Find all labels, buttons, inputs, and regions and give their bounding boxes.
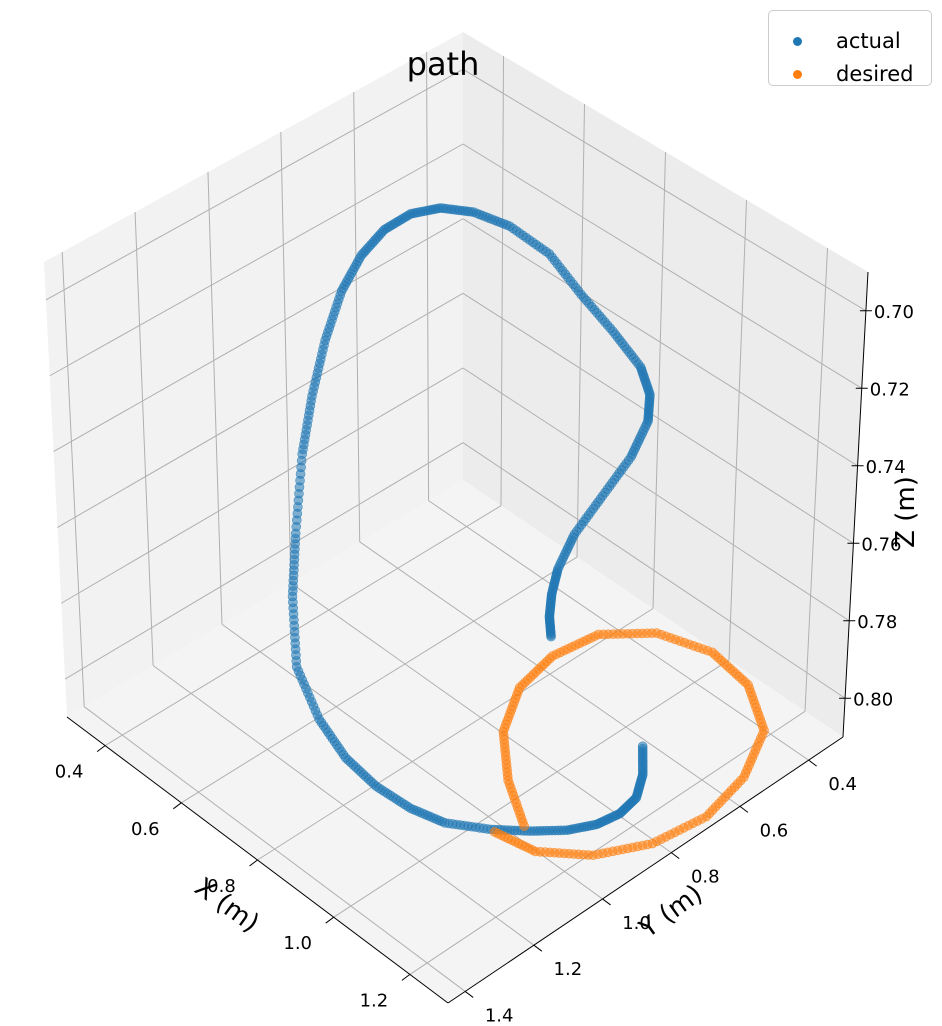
grid-line	[207, 171, 223, 625]
grid-line	[804, 247, 828, 712]
x-tick-mark	[325, 916, 335, 924]
y-tick-label: 0.6	[760, 820, 789, 841]
y-tick-label: 1.2	[554, 959, 583, 980]
grid-line	[333, 659, 730, 918]
z-tick-label: 0.72	[870, 379, 910, 400]
grid-line	[53, 218, 464, 453]
grid-line	[104, 505, 502, 747]
grid-line	[426, 51, 430, 501]
x-tick-mark	[96, 745, 106, 752]
grid-line	[462, 218, 858, 467]
data-series	[287, 203, 769, 861]
x-tick-label: 0.6	[131, 819, 160, 840]
x-tick-label: 1.2	[360, 990, 389, 1011]
y-tick-mark	[602, 898, 611, 906]
grid-line	[462, 367, 850, 622]
grid-line	[462, 442, 846, 699]
tick-labels: 0.4 0.6 0.8 1.0 1.2 0.4 0.6 0.8 1.0 1.2 1.4 0.70 0.7…	[55, 302, 914, 1026]
z-tick-label: 0.76	[861, 534, 901, 555]
series-desired	[489, 628, 769, 861]
grid-line	[409, 710, 806, 975]
y-tick-mark	[739, 805, 749, 813]
grid-line	[462, 292, 854, 544]
legend-marker-actual	[793, 36, 802, 46]
x-tick-label: 1.0	[283, 933, 312, 954]
z-tick-label: 0.70	[874, 302, 914, 323]
grid-line	[290, 582, 672, 854]
grid-line	[45, 68, 464, 301]
legend-item-desired: desired	[769, 59, 913, 89]
y-tick-mark	[464, 991, 474, 998]
y-tick-mark	[670, 852, 680, 860]
legend-label-desired: desired	[836, 62, 914, 86]
y-tick-mark	[808, 759, 817, 767]
grid-line	[652, 151, 666, 609]
grid-line	[257, 608, 654, 861]
z-axis-label: Z (m)	[891, 476, 921, 548]
grid-line	[181, 556, 578, 804]
x-tick-mark	[173, 802, 182, 810]
grid-line	[57, 292, 464, 528]
grid-line	[353, 91, 361, 542]
axes-panes	[44, 32, 868, 1003]
y-tick-label: 1.0	[622, 913, 651, 934]
legend: actual desired	[768, 10, 932, 86]
grid-line	[61, 251, 85, 707]
grid-line	[359, 541, 741, 807]
y-tick-mark	[533, 944, 543, 952]
z-tick-label: 0.80	[853, 689, 893, 710]
y-tick-label: 0.4	[828, 774, 857, 795]
series-actual	[287, 203, 655, 836]
grid-line	[60, 367, 464, 604]
y-axis-line	[447, 736, 844, 1004]
grid-line	[83, 706, 466, 992]
grid-line	[64, 442, 464, 680]
grid-line	[280, 131, 292, 584]
y-tick-label: 0.8	[691, 867, 720, 888]
y-axis-label: Y (m)	[633, 879, 708, 945]
legend-marker-desired	[793, 69, 802, 79]
x-tick-label: 0.8	[207, 876, 236, 897]
y-tick-label: 1.4	[485, 1005, 514, 1026]
grid-line	[152, 665, 535, 946]
z-tick-label: 0.78	[857, 612, 897, 633]
z-axis-line	[842, 271, 869, 738]
x-tick-label: 0.4	[55, 762, 84, 783]
grid-line	[49, 143, 464, 377]
data-point	[546, 631, 556, 642]
grid-line	[576, 103, 585, 558]
grid-line	[462, 143, 863, 389]
chart-title: path	[407, 45, 480, 83]
legend-label-actual: actual	[836, 29, 901, 53]
grid-line	[462, 68, 867, 312]
grid-line	[728, 199, 747, 660]
x-tick-mark	[401, 974, 411, 981]
z-tick-label: 0.74	[866, 457, 906, 478]
grid-line	[134, 211, 154, 666]
grid-line	[500, 55, 504, 506]
legend-item-actual: actual	[769, 26, 901, 56]
right-wall-pane	[463, 32, 868, 737]
data-point	[489, 827, 500, 837]
x-tick-mark	[249, 859, 258, 867]
